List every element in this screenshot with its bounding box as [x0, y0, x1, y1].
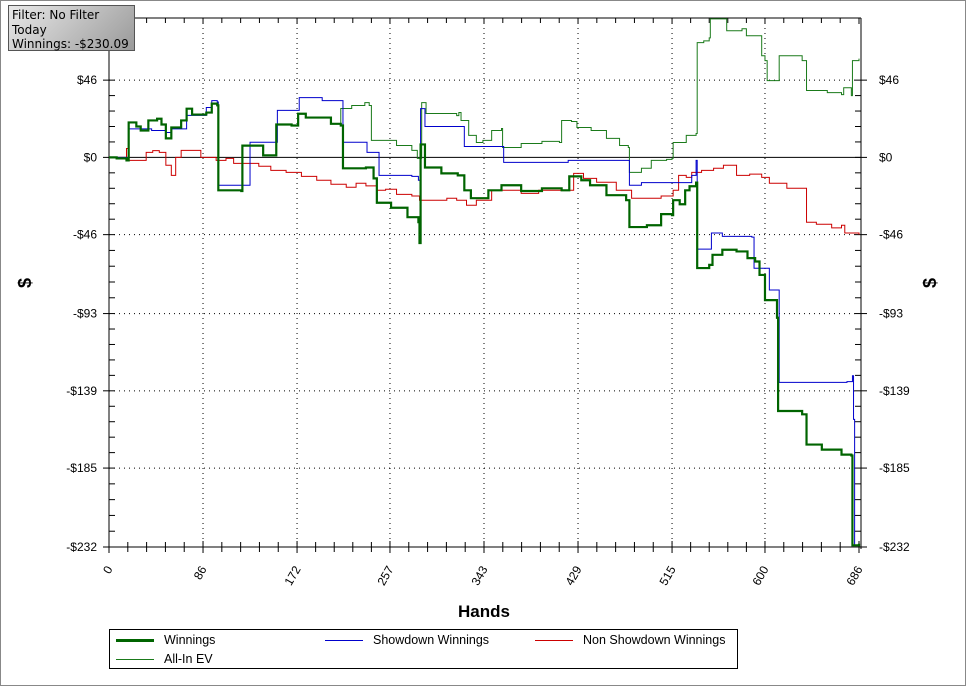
x-tick-label: 0 [100, 563, 116, 576]
x-tick-label: 343 [468, 563, 490, 588]
y-tick-label-left: $46 [77, 73, 97, 87]
series-line-all-in-ev [109, 18, 860, 192]
legend-swatch [116, 638, 154, 642]
legend-label: Non Showdown Winnings [583, 633, 726, 647]
y-tick-label-left: -$139 [66, 384, 97, 398]
legend-label: All-In EV [164, 652, 213, 666]
winnings-total: Winnings: -$230.09 [12, 37, 129, 51]
chart-legend: Winnings Showdown Winnings Non Showdown … [109, 629, 738, 669]
legend-swatch [325, 639, 363, 641]
x-tick-label: 172 [282, 563, 304, 588]
filter-info-box: Filter: No Filter Today Winnings: -$230.… [8, 5, 135, 51]
x-tick-label: 686 [843, 563, 865, 588]
x-tick-label: 429 [562, 563, 584, 588]
legend-label: Winnings [164, 633, 216, 647]
y-axis-title-right: $ [920, 278, 940, 288]
y-tick-label-right: $46 [879, 73, 899, 87]
x-tick-label: 257 [374, 563, 396, 588]
y-axis-title-left: $ [15, 278, 35, 288]
y-tick-label-left: -$93 [73, 307, 97, 321]
legend-label: Showdown Winnings [373, 633, 490, 647]
legend-item-non-showdown: Non Showdown Winnings [535, 633, 725, 647]
legend-item-allin-ev: All-In EV [116, 652, 213, 666]
legend-item-winnings: Winnings [116, 633, 215, 647]
y-tick-label-left: $0 [84, 150, 98, 164]
y-tick-label-left: -$46 [73, 228, 97, 242]
y-tick-label-right: -$93 [879, 307, 903, 321]
legend-swatch [116, 658, 154, 660]
x-tick-label: 600 [749, 563, 771, 588]
x-tick-label: 515 [657, 563, 679, 588]
y-tick-label-right: -$232 [879, 540, 910, 554]
y-tick-label-right: -$46 [879, 228, 903, 242]
y-tick-label-right: -$185 [879, 461, 910, 475]
series-line-winnings [109, 102, 861, 547]
y-tick-label-left: -$185 [66, 461, 97, 475]
filter-label: Filter: No Filter [12, 8, 100, 22]
x-tick-label: 86 [191, 563, 210, 582]
series-line-non-showdown-winnings [109, 147, 860, 235]
period-label: Today [12, 22, 47, 37]
legend-swatch [535, 639, 573, 641]
y-tick-label-right: $0 [879, 150, 893, 164]
x-axis-title: Hands [458, 602, 510, 621]
y-tick-label-right: -$139 [879, 384, 910, 398]
legend-item-showdown: Showdown Winnings [325, 633, 489, 647]
y-tick-label-left: -$232 [66, 540, 97, 554]
